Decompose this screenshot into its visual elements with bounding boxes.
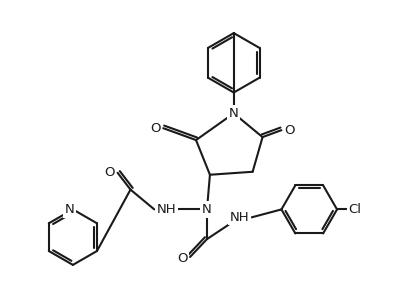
Text: O: O <box>177 252 187 266</box>
Text: NH: NH <box>156 203 176 216</box>
Text: O: O <box>150 122 160 135</box>
Text: O: O <box>104 166 115 179</box>
Text: N: N <box>65 203 75 216</box>
Text: Cl: Cl <box>348 203 362 216</box>
Text: O: O <box>284 124 295 137</box>
Text: NH: NH <box>230 211 250 224</box>
Text: N: N <box>202 203 212 216</box>
Text: N: N <box>229 107 239 120</box>
